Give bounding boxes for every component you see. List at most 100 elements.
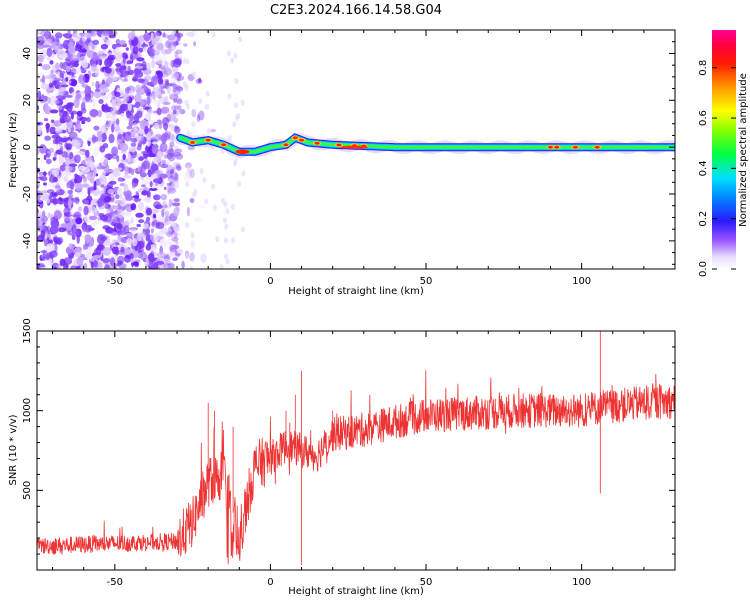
noise-speck xyxy=(162,32,166,38)
noise-speck xyxy=(111,146,118,156)
noise-speck xyxy=(91,30,97,37)
spectrogram-ticks: -50 0 50 100 -40 -20 0 20 40 xyxy=(22,29,676,287)
noise-speck xyxy=(230,57,235,64)
noise-speck xyxy=(111,123,115,133)
noise-speck xyxy=(116,208,125,219)
noise-speck xyxy=(173,145,179,152)
noise-speck xyxy=(112,246,118,255)
noise-speck xyxy=(52,196,58,206)
noise-speck xyxy=(53,210,62,220)
noise-speck xyxy=(175,253,181,257)
noise-speck xyxy=(55,71,61,79)
noise-speck xyxy=(165,83,174,87)
noise-speck xyxy=(127,153,131,163)
noise-speck xyxy=(231,203,235,210)
noise-speck xyxy=(157,230,165,236)
noise-speck xyxy=(128,146,137,153)
noise-speck xyxy=(205,90,210,97)
noise-speck xyxy=(55,182,61,193)
noise-speck xyxy=(136,133,144,142)
noise-speck xyxy=(41,256,46,262)
noise-speck xyxy=(44,135,51,141)
noise-speck xyxy=(172,58,182,68)
noise-speck xyxy=(67,128,71,133)
noise-speck xyxy=(150,208,160,214)
noise-speck xyxy=(92,98,96,109)
noise-speck xyxy=(119,65,127,75)
noise-speck xyxy=(186,166,191,173)
noise-speck xyxy=(64,157,71,166)
noise-speck xyxy=(67,41,74,49)
noise-speck xyxy=(171,220,177,228)
x-tick-label: 100 xyxy=(572,577,591,588)
noise-speck xyxy=(161,132,170,141)
noise-speck xyxy=(88,225,93,232)
colorbar-tick-label: 0.0 xyxy=(698,261,709,277)
ridge-peak xyxy=(190,141,196,144)
noise-speck xyxy=(90,161,95,171)
noise-speck xyxy=(121,197,127,204)
ridge-peak xyxy=(283,143,289,147)
noise-speck xyxy=(152,178,162,184)
noise-speck xyxy=(66,102,75,107)
noise-speck xyxy=(176,232,181,238)
noise-speck xyxy=(59,73,64,78)
noise-speck xyxy=(122,93,130,103)
noise-speck xyxy=(74,182,84,192)
noise-speck xyxy=(72,32,81,43)
spectrogram-data xyxy=(37,30,675,269)
snr-data xyxy=(37,331,675,566)
noise-speck xyxy=(177,105,182,111)
noise-speck xyxy=(172,41,179,47)
noise-speck xyxy=(150,173,158,178)
snr-y-axis-label: SNR (10 * v/v) xyxy=(8,414,19,485)
noise-speck xyxy=(61,151,68,158)
noise-speck xyxy=(233,158,238,165)
spectrogram-frame xyxy=(36,29,676,270)
noise-speck xyxy=(65,77,69,82)
noise-speck xyxy=(194,216,203,223)
noise-speck xyxy=(132,261,139,266)
noise-speck xyxy=(59,137,68,143)
noise-speck xyxy=(100,157,108,167)
noise-speck xyxy=(92,136,99,143)
noise-speck xyxy=(171,133,175,143)
noise-speck xyxy=(134,101,141,109)
noise-speck xyxy=(61,115,66,124)
noise-speck xyxy=(152,156,162,164)
noise-speck xyxy=(219,264,224,269)
noise-speck xyxy=(84,73,90,80)
noise-speck xyxy=(47,212,51,219)
noise-speck xyxy=(172,257,178,262)
noise-speck xyxy=(108,133,115,144)
noise-speck xyxy=(108,180,117,185)
noise-speck xyxy=(144,112,151,121)
noise-speck xyxy=(171,47,175,52)
noise-speck xyxy=(129,228,137,233)
noise-speck xyxy=(122,153,126,160)
noise-speck xyxy=(54,32,63,39)
noise-speck xyxy=(130,130,137,137)
noise-speck xyxy=(132,195,140,199)
colorbar-label: Normalized spectral amplitude xyxy=(738,73,749,227)
colorbar-tick-label: 0.4 xyxy=(698,160,709,176)
noise-speck xyxy=(135,191,139,195)
noise-speck xyxy=(211,31,216,38)
noise-speck xyxy=(171,72,180,81)
noise-speck xyxy=(42,44,49,48)
noise-speck xyxy=(146,207,152,216)
noise-speck xyxy=(126,60,132,65)
noise-speck xyxy=(237,180,242,187)
noise-speck xyxy=(119,142,129,152)
noise-speck xyxy=(93,90,102,99)
noise-speck xyxy=(158,240,168,246)
noise-speck xyxy=(193,41,197,47)
noise-speck xyxy=(174,125,179,130)
noise-speck xyxy=(138,128,145,135)
noise-speck xyxy=(117,177,123,182)
noise-speck xyxy=(144,125,149,135)
noise-speck xyxy=(167,187,177,194)
noise-speck xyxy=(163,122,169,131)
noise-speck xyxy=(108,92,112,98)
noise-speck xyxy=(71,79,77,87)
